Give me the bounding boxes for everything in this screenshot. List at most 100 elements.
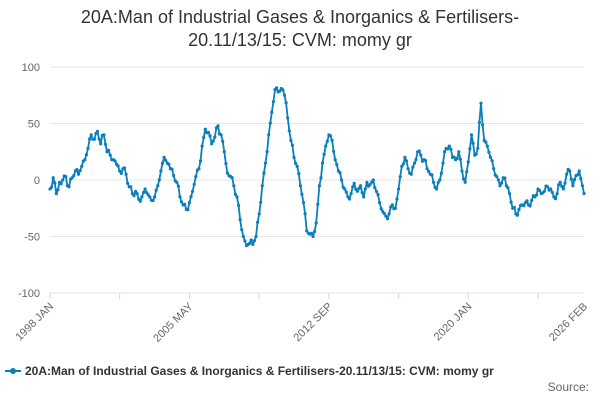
- data-point: [116, 164, 120, 168]
- data-point: [56, 188, 60, 192]
- data-point: [569, 177, 573, 181]
- data-point: [517, 207, 521, 211]
- data-point: [75, 168, 79, 172]
- data-point: [290, 143, 294, 147]
- data-point: [153, 195, 157, 199]
- data-point: [249, 238, 253, 242]
- data-point: [305, 229, 309, 233]
- data-point: [263, 161, 268, 165]
- data-point: [254, 234, 258, 239]
- data-point: [469, 133, 474, 137]
- data-point: [577, 169, 581, 173]
- data-point: [400, 164, 404, 168]
- data-point: [238, 218, 242, 222]
- legend-series-label: 20A:Man of Industrial Gases & Inorganics…: [25, 364, 494, 378]
- data-point: [129, 185, 133, 189]
- data-point: [176, 184, 180, 188]
- data-point: [97, 137, 101, 141]
- data-point: [164, 158, 168, 162]
- data-point: [490, 159, 494, 163]
- data-point: [230, 176, 234, 180]
- data-point: [498, 184, 502, 188]
- data-point: [197, 167, 201, 171]
- data-point: [492, 167, 496, 171]
- data-point: [515, 213, 520, 217]
- data-point: [292, 155, 296, 159]
- data-point: [487, 150, 491, 154]
- data-point: [183, 202, 187, 206]
- data-point: [95, 129, 100, 133]
- data-point: [344, 190, 348, 194]
- data-point: [320, 161, 325, 165]
- data-point: [216, 124, 220, 128]
- legend-dot: [10, 368, 16, 374]
- data-point: [322, 152, 326, 156]
- data-point: [89, 133, 93, 137]
- chart-title-line-1: 20A:Man of Industrial Gases & Inorganics…: [80, 7, 520, 27]
- data-point: [222, 150, 226, 154]
- y-tick-label: 100: [22, 62, 40, 74]
- data-point: [484, 140, 488, 144]
- data-point: [362, 195, 366, 199]
- data-point: [452, 155, 456, 159]
- data-point: [435, 187, 439, 191]
- data-point: [462, 177, 466, 181]
- data-point: [88, 137, 92, 141]
- data-point: [179, 200, 184, 204]
- data-point: [411, 165, 415, 169]
- data-point: [542, 189, 547, 193]
- data-point: [477, 120, 481, 124]
- data-point: [262, 171, 266, 175]
- data-point: [159, 169, 163, 173]
- data-point: [359, 184, 363, 188]
- data-point: [576, 173, 580, 177]
- data-point: [295, 164, 299, 168]
- data-point: [260, 184, 264, 188]
- data-point: [132, 194, 136, 198]
- data-point: [186, 208, 190, 212]
- data-point: [224, 162, 228, 166]
- data-point: [211, 139, 215, 143]
- chart-title: 20A:Man of Industrial Gases & Inorganics…: [0, 6, 600, 52]
- data-point: [221, 139, 225, 143]
- data-point: [512, 205, 516, 209]
- data-point: [549, 187, 553, 191]
- data-point: [466, 160, 470, 164]
- data-point: [455, 156, 459, 160]
- data-point: [373, 186, 377, 190]
- data-point: [252, 239, 256, 243]
- plot-area: [48, 86, 586, 248]
- data-point: [210, 142, 214, 146]
- data-point: [324, 144, 328, 148]
- data-point: [423, 158, 428, 163]
- data-point: [503, 176, 507, 180]
- data-point: [102, 133, 106, 137]
- data-point: [225, 171, 230, 175]
- data-point: [297, 172, 301, 176]
- data-point: [162, 155, 166, 159]
- data-point: [99, 142, 103, 146]
- data-point: [446, 147, 450, 151]
- source-label: Source:: [547, 380, 589, 394]
- data-point: [397, 187, 401, 191]
- data-point: [200, 144, 204, 148]
- chart-title-line-2: 20.11/13/15: CVM: momy gr: [188, 30, 412, 50]
- data-point: [248, 241, 252, 245]
- data-point: [347, 197, 352, 201]
- data-point: [463, 180, 467, 184]
- data-point: [160, 161, 165, 165]
- data-point: [335, 163, 339, 167]
- data-point: [309, 231, 314, 235]
- x-tick-label: 2012 SEP: [291, 301, 335, 345]
- data-point: [64, 175, 68, 179]
- data-point: [579, 176, 583, 181]
- data-point: [538, 188, 542, 193]
- data-point: [441, 161, 445, 165]
- data-point: [53, 181, 57, 185]
- data-point: [365, 180, 369, 184]
- data-point: [343, 187, 347, 191]
- data-point: [187, 201, 191, 205]
- data-point: [59, 182, 63, 186]
- data-point: [385, 217, 390, 221]
- data-point: [546, 185, 550, 189]
